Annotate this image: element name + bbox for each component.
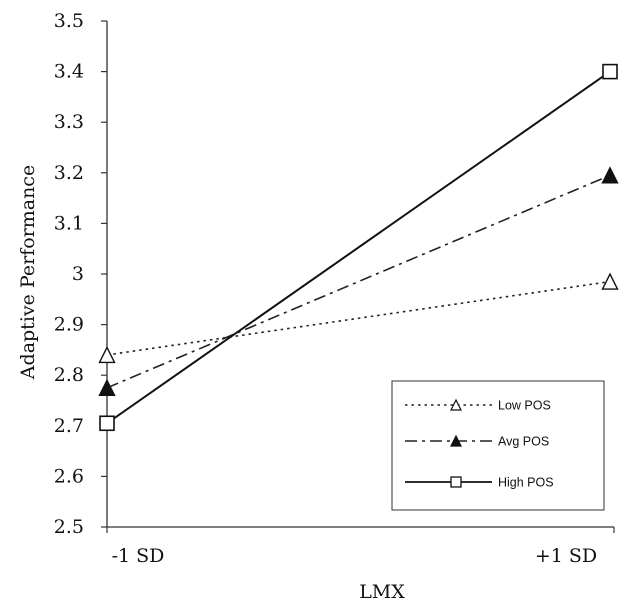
x-tick-label: -1 SD: [112, 545, 165, 567]
data-point-marker: [99, 415, 115, 432]
y-tick-label: 3: [72, 263, 84, 285]
legend: Low POS Avg POS High POS: [391, 380, 605, 511]
series-lines: [106, 70, 611, 425]
data-point-marker: [98, 378, 116, 397]
series-line: [106, 280, 611, 356]
legend-label: Low POS: [498, 399, 551, 413]
y-tick-label: 3.2: [54, 162, 84, 184]
y-tick-label: 2.5: [54, 516, 84, 538]
y-tick-label: 2.8: [54, 364, 84, 386]
legend-swatch-marker: [450, 398, 462, 411]
series-markers: [98, 63, 619, 432]
x-tick-labels: -1 SD +1 SD: [112, 545, 598, 567]
x-axis-title: LMX: [359, 581, 405, 602]
legend-swatch-marker: [450, 434, 462, 447]
y-tick-label: 2.7: [54, 415, 84, 437]
y-tick-label: 3.1: [54, 212, 84, 234]
series-line: [106, 174, 611, 389]
y-axis-title: Adaptive Performance: [17, 165, 39, 380]
y-ticks: [101, 20, 107, 528]
x-ticks: [106, 527, 615, 533]
data-point-marker: [602, 63, 618, 80]
legend-swatch-marker: [450, 476, 462, 488]
legend-label: Avg POS: [498, 435, 549, 449]
data-point-marker: [601, 272, 619, 290]
series-line: [106, 70, 611, 425]
y-tick-labels: 2.5 2.6 2.7 2.8 2.9 3 3.1 3.2 3.3 3.4 3.5: [54, 10, 84, 538]
legend-label: High POS: [498, 476, 554, 490]
legend-box: [391, 380, 605, 511]
data-point-marker: [601, 166, 619, 184]
y-tick-label: 3.5: [54, 10, 84, 32]
x-tick-label: +1 SD: [535, 545, 597, 567]
y-tick-label: 2.9: [54, 314, 84, 336]
y-tick-label: 3.4: [54, 61, 84, 83]
y-tick-label: 3.3: [54, 111, 84, 133]
data-point-marker: [98, 345, 116, 364]
y-tick-label: 2.6: [54, 465, 84, 487]
